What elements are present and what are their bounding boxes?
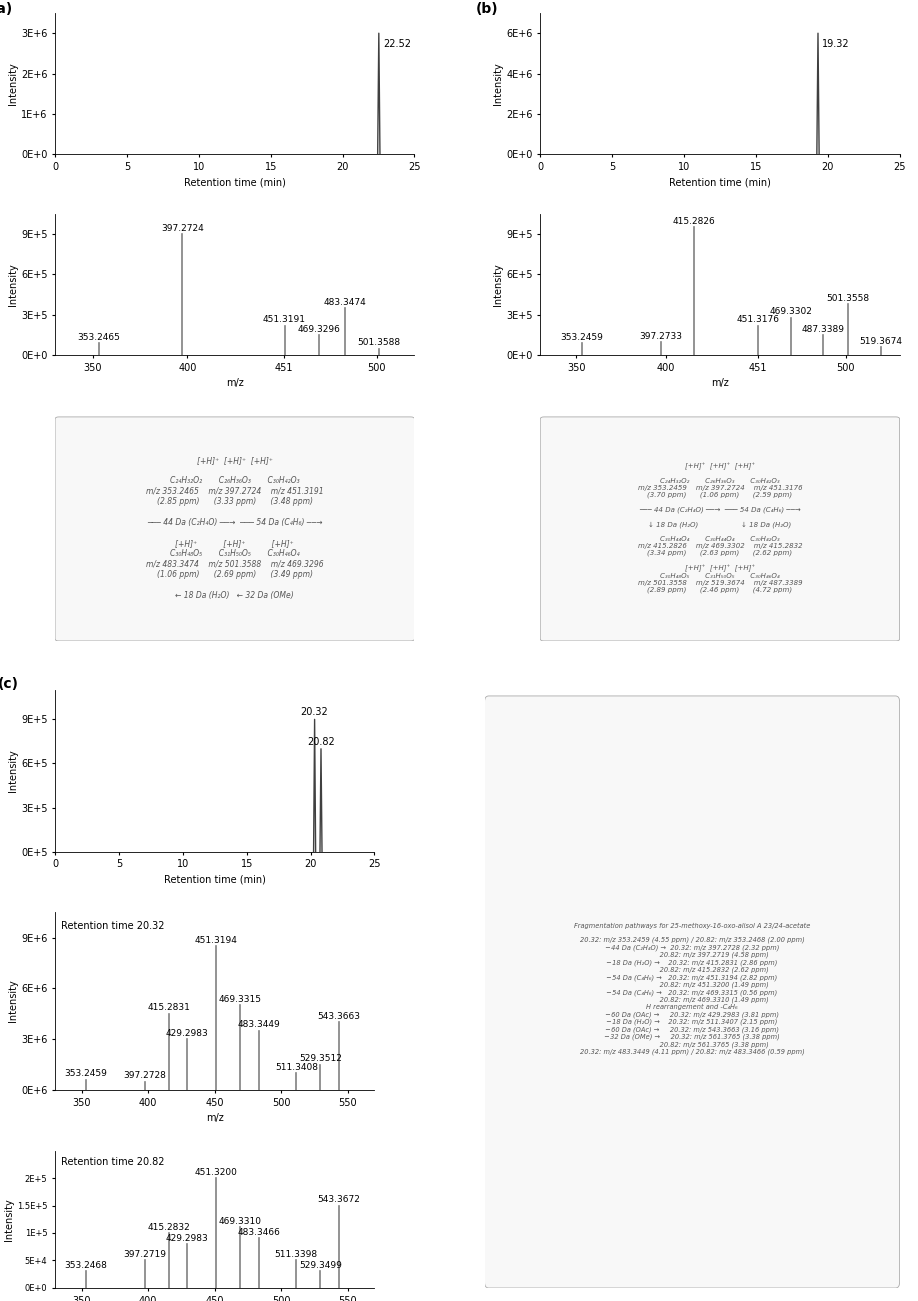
Text: Retention time 20.32: Retention time 20.32: [62, 921, 165, 932]
Text: 451.3176: 451.3176: [737, 315, 779, 324]
Text: 543.3672: 543.3672: [318, 1196, 361, 1205]
Text: 429.2983: 429.2983: [166, 1029, 208, 1038]
Text: 22.52: 22.52: [383, 39, 411, 49]
Text: 20.82: 20.82: [308, 736, 335, 747]
Text: (c): (c): [0, 677, 18, 691]
Text: 469.3302: 469.3302: [769, 307, 812, 316]
Text: 19.32: 19.32: [823, 39, 850, 49]
X-axis label: Retention time (min): Retention time (min): [669, 178, 771, 187]
Text: 483.3449: 483.3449: [238, 1020, 281, 1029]
FancyBboxPatch shape: [541, 416, 900, 641]
Text: 469.3296: 469.3296: [297, 325, 340, 334]
Text: 397.2733: 397.2733: [640, 332, 683, 341]
Text: 529.3499: 529.3499: [299, 1262, 341, 1270]
Text: 529.3512: 529.3512: [299, 1054, 341, 1063]
X-axis label: m/z: m/z: [711, 379, 729, 389]
Text: 501.3588: 501.3588: [358, 338, 401, 347]
Text: 429.2983: 429.2983: [166, 1233, 208, 1242]
X-axis label: m/z: m/z: [226, 379, 243, 389]
X-axis label: Retention time (min): Retention time (min): [163, 874, 265, 885]
Text: 487.3389: 487.3389: [801, 325, 845, 334]
Y-axis label: Intensity: Intensity: [493, 263, 503, 306]
Text: 483.3466: 483.3466: [238, 1228, 281, 1237]
Text: 353.2459: 353.2459: [561, 333, 603, 342]
Text: 20.32: 20.32: [301, 706, 329, 717]
X-axis label: m/z: m/z: [206, 1114, 224, 1123]
Text: 353.2465: 353.2465: [78, 333, 120, 342]
FancyBboxPatch shape: [55, 416, 414, 641]
Text: 415.2832: 415.2832: [147, 1223, 190, 1232]
Text: 415.2831: 415.2831: [147, 1003, 190, 1012]
Text: [+H]⁺  [+H]⁺  [+H]⁺

C₂₄H₃₂O₂       C₂₆H₃₆O₃       C₃₀H₄₂O₃
m/z 353.2465    m/z : [+H]⁺ [+H]⁺ [+H]⁺ C₂₄H₃₂O₂ C₂₆H₃₆O₃ C₃₀H…: [146, 455, 323, 600]
Text: 511.3398: 511.3398: [274, 1250, 318, 1259]
FancyBboxPatch shape: [485, 696, 900, 1288]
Text: Fragmentation pathways for 25-methoxy-16-oxo-alisol A 23/24-acetate

20.32: m/z : Fragmentation pathways for 25-methoxy-16…: [574, 922, 811, 1055]
Text: 353.2468: 353.2468: [64, 1262, 107, 1270]
Text: 353.2459: 353.2459: [64, 1069, 107, 1079]
Y-axis label: Intensity: Intensity: [8, 980, 18, 1023]
Text: 451.3200: 451.3200: [195, 1168, 238, 1177]
Text: 451.3194: 451.3194: [195, 935, 238, 945]
Y-axis label: Intensity: Intensity: [8, 62, 18, 105]
Text: 415.2826: 415.2826: [672, 217, 715, 226]
Text: 469.3310: 469.3310: [219, 1218, 262, 1227]
Text: (a): (a): [0, 1, 13, 16]
Text: [+H]⁺  [+H]⁺  [+H]⁺

C₂₄H₃₂O₂       C₂₆H₃₆O₃       C₃₀H₄₂O₃
m/z 353.2459    m/z : [+H]⁺ [+H]⁺ [+H]⁺ C₂₄H₃₂O₂ C₂₆H₃₆O₃ C₃₀H…: [638, 462, 802, 593]
Text: 397.2724: 397.2724: [161, 224, 204, 233]
Text: 397.2719: 397.2719: [123, 1250, 166, 1259]
Text: Retention time 20.82: Retention time 20.82: [62, 1158, 165, 1167]
X-axis label: Retention time (min): Retention time (min): [184, 178, 285, 187]
Text: 519.3674: 519.3674: [859, 337, 902, 346]
Text: (b): (b): [476, 1, 498, 16]
Y-axis label: Intensity: Intensity: [8, 263, 18, 306]
Text: 501.3558: 501.3558: [826, 294, 869, 303]
Text: 397.2728: 397.2728: [123, 1071, 166, 1080]
Y-axis label: Intensity: Intensity: [8, 749, 18, 792]
Text: 451.3191: 451.3191: [263, 315, 306, 324]
Text: 469.3315: 469.3315: [219, 995, 262, 1004]
Text: 511.3408: 511.3408: [274, 1063, 318, 1072]
Y-axis label: Intensity: Intensity: [5, 1198, 14, 1241]
Text: 543.3663: 543.3663: [318, 1012, 361, 1021]
Text: 483.3474: 483.3474: [324, 298, 366, 307]
Y-axis label: Intensity: Intensity: [493, 62, 503, 105]
